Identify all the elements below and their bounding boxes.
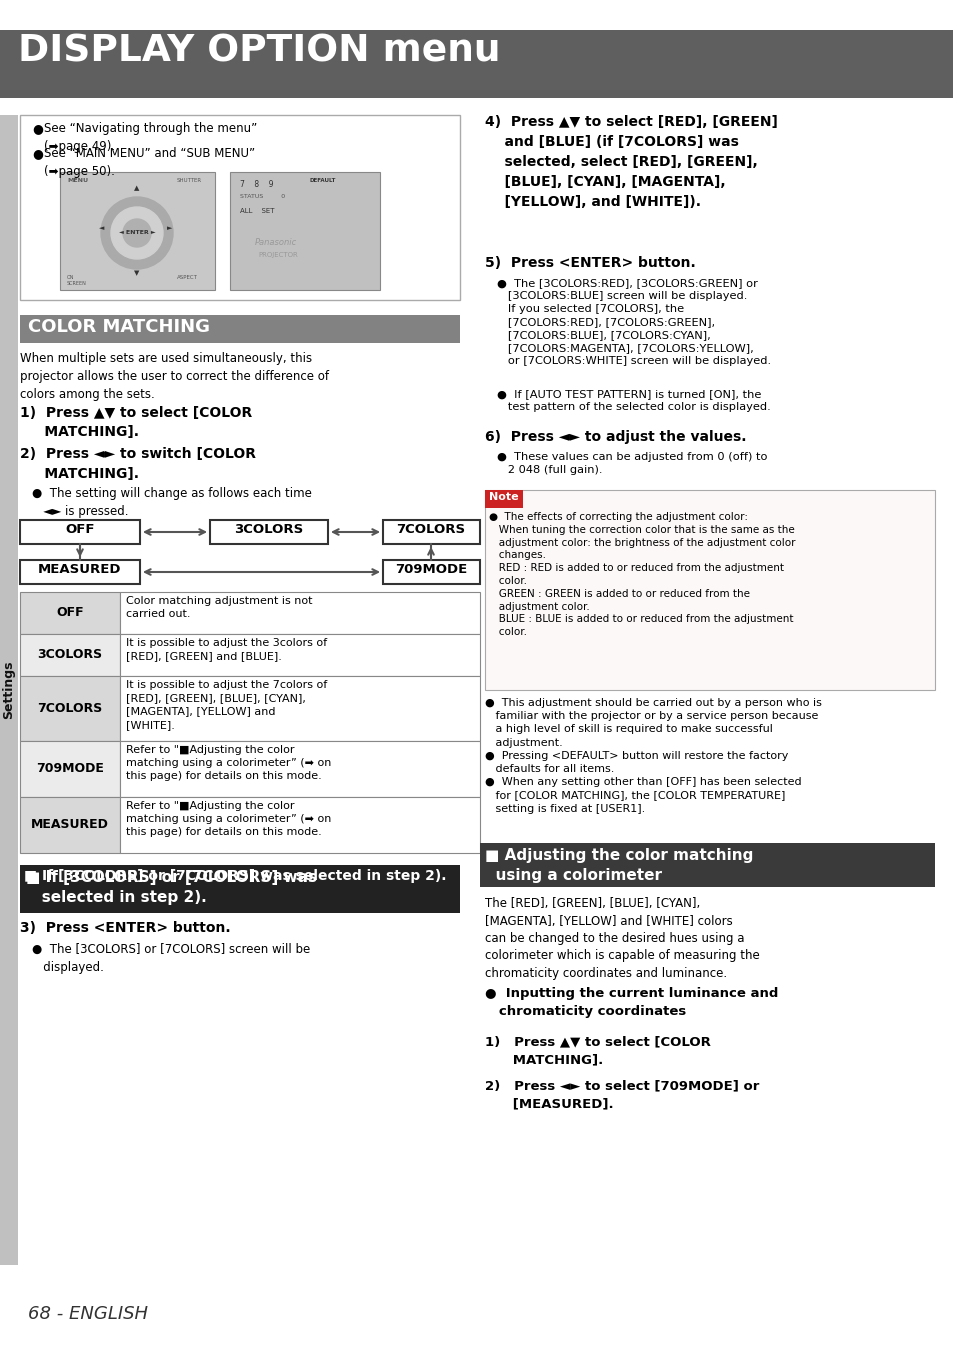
Text: 1)  Press ▲▼ to select [COLOR
     MATCHING].: 1) Press ▲▼ to select [COLOR MATCHING]. xyxy=(20,406,252,440)
Bar xyxy=(20,115,459,300)
Text: See “Navigating through the menu”
(➡page 49).: See “Navigating through the menu” (➡page… xyxy=(44,122,257,153)
Text: ▼: ▼ xyxy=(134,270,139,275)
Bar xyxy=(20,676,120,741)
Text: 709MODE: 709MODE xyxy=(395,563,467,576)
Text: MEASURED: MEASURED xyxy=(31,818,109,832)
Circle shape xyxy=(123,219,151,247)
Text: 3COLORS: 3COLORS xyxy=(234,522,303,536)
Bar xyxy=(20,520,140,544)
Text: ◄: ◄ xyxy=(99,225,105,231)
Text: ●: ● xyxy=(32,122,43,135)
Text: See “MAIN MENU” and “SUB MENU”
(➡page 50).: See “MAIN MENU” and “SUB MENU” (➡page 50… xyxy=(44,147,254,178)
Text: ■ If [3COLORS] or [7COLORS] was selected in step 2).: ■ If [3COLORS] or [7COLORS] was selected… xyxy=(24,869,446,883)
Text: Settings: Settings xyxy=(3,660,15,720)
Text: DISPLAY OPTION menu: DISPLAY OPTION menu xyxy=(18,32,500,69)
Bar xyxy=(382,520,479,544)
Text: ●  The [3COLORS] or [7COLORS] screen will be
   displayed.: ● The [3COLORS] or [7COLORS] screen will… xyxy=(32,944,310,973)
Text: MENU: MENU xyxy=(67,178,88,184)
Circle shape xyxy=(111,207,163,259)
Bar xyxy=(0,115,18,1265)
Text: 6)  Press ◄► to adjust the values.: 6) Press ◄► to adjust the values. xyxy=(484,431,745,444)
Text: When multiple sets are used simultaneously, this
projector allows the user to co: When multiple sets are used simultaneous… xyxy=(20,352,329,401)
Bar xyxy=(20,634,120,676)
Text: 7    8    9: 7 8 9 xyxy=(240,180,274,189)
Bar xyxy=(20,315,459,343)
Text: PROJECTOR: PROJECTOR xyxy=(257,252,297,258)
Text: ON
SCREEN: ON SCREEN xyxy=(67,275,87,286)
Bar xyxy=(20,796,120,853)
Text: ●  These values can be adjusted from 0 (off) to
   2 048 (full gain).: ● These values can be adjusted from 0 (o… xyxy=(497,452,767,475)
Text: ●  If [AUTO TEST PATTERN] is turned [ON], the
   test pattern of the selected co: ● If [AUTO TEST PATTERN] is turned [ON],… xyxy=(497,389,770,412)
Text: 3)  Press <ENTER> button.: 3) Press <ENTER> button. xyxy=(20,921,231,936)
Text: MEASURED: MEASURED xyxy=(38,563,122,576)
Text: ●  Inputting the current luminance and
   chromaticity coordinates: ● Inputting the current luminance and ch… xyxy=(484,987,778,1018)
Text: Refer to "■Adjusting the color
matching using a colorimeter” (➡ on
this page) fo: Refer to "■Adjusting the color matching … xyxy=(126,801,331,837)
Text: ASPECT: ASPECT xyxy=(177,275,197,279)
Text: 1)   Press ▲▼ to select [COLOR
      MATCHING].: 1) Press ▲▼ to select [COLOR MATCHING]. xyxy=(484,1035,710,1066)
Bar xyxy=(382,560,479,585)
Bar xyxy=(479,842,934,887)
Text: 7COLORS: 7COLORS xyxy=(396,522,465,536)
Bar xyxy=(20,560,140,585)
Text: COLOR MATCHING: COLOR MATCHING xyxy=(28,319,210,336)
Text: SHUTTER: SHUTTER xyxy=(177,178,202,184)
Text: ●  The effects of correcting the adjustment color:
   When tuning the correction: ● The effects of correcting the adjustme… xyxy=(489,512,795,637)
Text: It is possible to adjust the 7colors of
[RED], [GREEN], [BLUE], [CYAN],
[MAGENTA: It is possible to adjust the 7colors of … xyxy=(126,680,327,729)
Text: 4)  Press ▲▼ to select [RED], [GREEN]
    and [BLUE] (if [7COLORS] was
    selec: 4) Press ▲▼ to select [RED], [GREEN] and… xyxy=(484,115,777,209)
Bar xyxy=(120,676,479,741)
Bar xyxy=(120,796,479,853)
Text: OFF: OFF xyxy=(56,606,84,620)
Text: DEFAULT: DEFAULT xyxy=(310,178,336,184)
Text: 2)  Press ◄► to switch [COLOR
     MATCHING].: 2) Press ◄► to switch [COLOR MATCHING]. xyxy=(20,447,255,481)
Text: Panasonic: Panasonic xyxy=(254,238,297,247)
Text: ■ Adjusting the color matching
  using a colorimeter: ■ Adjusting the color matching using a c… xyxy=(484,848,753,883)
Bar xyxy=(120,741,479,796)
Text: It is possible to adjust the 3colors of
[RED], [GREEN] and [BLUE].: It is possible to adjust the 3colors of … xyxy=(126,639,327,662)
Text: Refer to "■Adjusting the color
matching using a colorimeter” (➡ on
this page) fo: Refer to "■Adjusting the color matching … xyxy=(126,745,331,782)
Text: ALL    SET: ALL SET xyxy=(240,208,274,215)
Bar xyxy=(230,171,379,290)
Text: 7COLORS: 7COLORS xyxy=(37,702,103,716)
Text: 2)   Press ◄► to select [709MODE] or
      [MEASURED].: 2) Press ◄► to select [709MODE] or [MEAS… xyxy=(484,1079,759,1110)
Text: ●: ● xyxy=(32,147,43,161)
Text: 5)  Press <ENTER> button.: 5) Press <ENTER> button. xyxy=(484,256,695,270)
Text: The [RED], [GREEN], [BLUE], [CYAN],
[MAGENTA], [YELLOW] and [WHITE] colors
can b: The [RED], [GREEN], [BLUE], [CYAN], [MAG… xyxy=(484,896,759,980)
Text: ●  The setting will change as follows each time
   ◄► is pressed.: ● The setting will change as follows eac… xyxy=(32,487,312,518)
Bar xyxy=(484,490,934,690)
Bar xyxy=(484,490,522,508)
Bar xyxy=(60,171,214,290)
Bar xyxy=(20,593,120,634)
Text: 709MODE: 709MODE xyxy=(36,763,104,775)
Text: Color matching adjustment is not
carried out.: Color matching adjustment is not carried… xyxy=(126,595,313,620)
Bar xyxy=(20,865,459,913)
Text: OFF: OFF xyxy=(65,522,94,536)
Text: ●  The [3COLORS:RED], [3COLORS:GREEN] or
   [3COLORS:BLUE] screen will be displa: ● The [3COLORS:RED], [3COLORS:GREEN] or … xyxy=(497,278,770,366)
Bar xyxy=(120,593,479,634)
Text: ■ If [3COLORS] or [7COLORS] was
   selected in step 2).: ■ If [3COLORS] or [7COLORS] was selected… xyxy=(26,869,316,906)
Text: 68 - ENGLISH: 68 - ENGLISH xyxy=(28,1305,148,1323)
Bar xyxy=(20,741,120,796)
Bar xyxy=(0,30,953,99)
Bar xyxy=(120,634,479,676)
Text: STATUS         0: STATUS 0 xyxy=(240,194,285,198)
Text: ◄ ENTER ►: ◄ ENTER ► xyxy=(118,231,155,235)
Text: ▲: ▲ xyxy=(134,185,139,190)
Text: ►: ► xyxy=(167,225,172,231)
Text: Note: Note xyxy=(489,491,518,502)
Bar xyxy=(210,520,328,544)
Circle shape xyxy=(101,197,172,269)
Text: 3COLORS: 3COLORS xyxy=(37,648,103,662)
Bar xyxy=(20,865,459,892)
Text: ●  This adjustment should be carried out by a person who is
   familiar with the: ● This adjustment should be carried out … xyxy=(484,698,821,814)
